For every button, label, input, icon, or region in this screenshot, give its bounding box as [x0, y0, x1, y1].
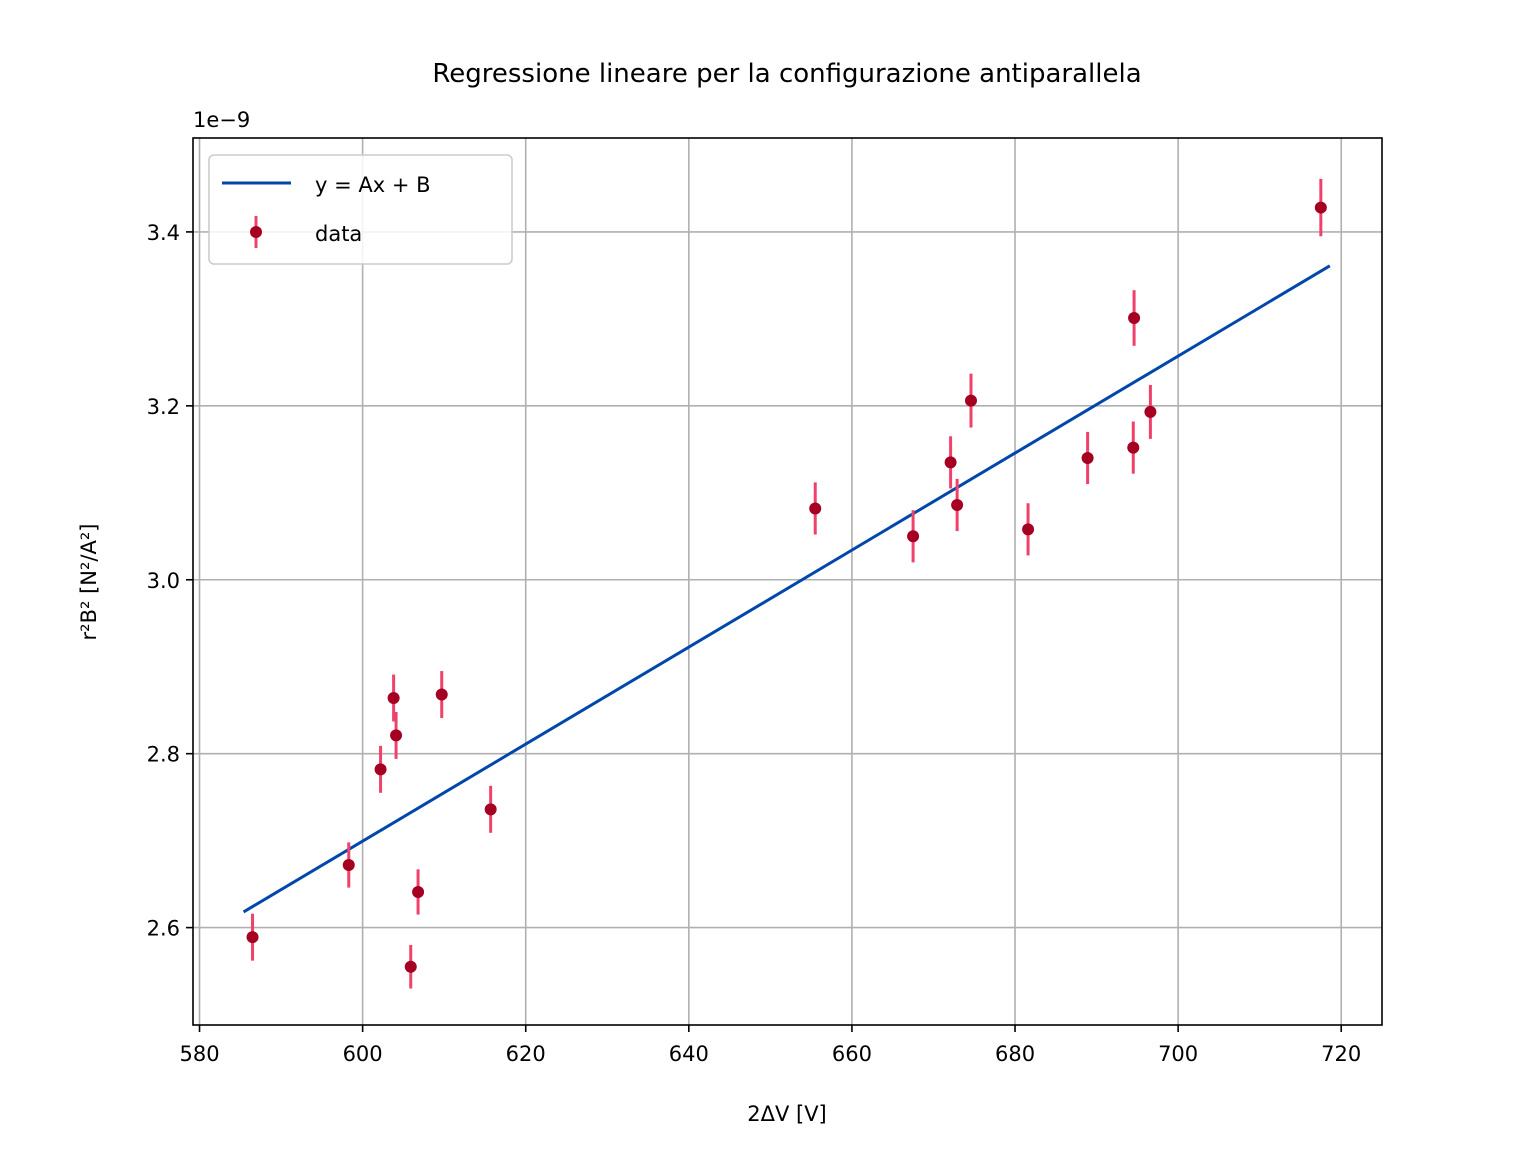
- data-marker: [964, 394, 977, 407]
- data-marker: [944, 456, 957, 469]
- y-axis-label: r²B² [N²/A²]: [77, 524, 101, 641]
- plot-area-frame: [192, 137, 1383, 1026]
- y-tick-label: 3.2: [147, 395, 180, 419]
- data-point: [944, 436, 957, 489]
- data-point: [390, 711, 403, 759]
- x-tick-label: 580: [179, 1042, 219, 1066]
- x-tick-label: 620: [506, 1042, 546, 1066]
- data-point: [1128, 290, 1141, 346]
- fit-line-layer: [242, 264, 1331, 914]
- data-point: [484, 785, 497, 833]
- data-point: [404, 944, 417, 989]
- data-point: [1314, 178, 1327, 237]
- legend: y = Ax + B data: [208, 154, 513, 265]
- data-marker: [951, 498, 964, 511]
- data-marker: [342, 858, 355, 871]
- fit-line: [242, 264, 1331, 914]
- x-tick-label: 700: [1158, 1042, 1198, 1066]
- data-point: [435, 671, 448, 719]
- data-marker: [1081, 452, 1094, 465]
- data-point: [1144, 384, 1157, 439]
- data-point: [1081, 431, 1094, 485]
- data-point: [964, 373, 977, 428]
- data-marker: [809, 502, 822, 515]
- data-marker: [435, 688, 448, 701]
- data-marker: [412, 885, 425, 898]
- data-marker: [387, 692, 400, 705]
- data-points-layer: [246, 178, 1327, 989]
- x-tick-label: 660: [832, 1042, 872, 1066]
- x-tick-label: 680: [995, 1042, 1035, 1066]
- data-point: [1022, 503, 1035, 556]
- data-marker: [1022, 523, 1035, 536]
- data-point: [1127, 421, 1140, 474]
- y-tick-label: 3.0: [147, 569, 180, 593]
- data-marker: [374, 763, 387, 776]
- y-tick-label: 2.6: [147, 917, 180, 941]
- legend-data-label: data: [315, 222, 362, 246]
- data-marker: [1128, 312, 1141, 325]
- data-marker: [1127, 441, 1140, 454]
- legend-data-marker: [250, 226, 262, 238]
- data-point: [809, 482, 822, 535]
- y-axis-ticks: 2.6 2.8 3.0 3.2 3.4: [147, 221, 193, 941]
- data-point: [246, 913, 259, 961]
- data-point: [951, 478, 964, 532]
- x-axis-label: 2ΔV [V]: [747, 1102, 827, 1126]
- legend-fit-label: y = Ax + B: [315, 173, 431, 197]
- data-marker: [484, 803, 497, 816]
- x-axis-ticks: 580 600 620 640 660 680 700 720: [179, 1025, 1361, 1066]
- y-tick-label: 2.8: [147, 743, 180, 767]
- data-marker: [246, 931, 259, 944]
- x-tick-label: 720: [1321, 1042, 1361, 1066]
- data-point: [374, 745, 387, 793]
- chart-title: Regressione lineare per la configurazion…: [432, 59, 1141, 89]
- x-tick-label: 600: [343, 1042, 383, 1066]
- y-axis-offset-label: 1e−9: [193, 108, 250, 132]
- y-tick-label: 3.4: [147, 221, 180, 245]
- data-marker: [390, 729, 403, 742]
- data-point: [412, 869, 425, 915]
- data-marker: [404, 960, 417, 973]
- data-marker: [907, 530, 920, 543]
- x-tick-label: 640: [669, 1042, 709, 1066]
- data-point: [387, 674, 400, 722]
- data-marker: [1144, 405, 1157, 418]
- data-point: [907, 510, 920, 563]
- grid-lines: [193, 138, 1382, 1025]
- legend-box: [208, 154, 513, 265]
- data-marker: [1314, 201, 1327, 214]
- data-point: [342, 842, 355, 888]
